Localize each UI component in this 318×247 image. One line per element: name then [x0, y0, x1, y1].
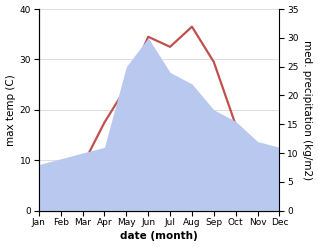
Y-axis label: max temp (C): max temp (C)	[5, 74, 16, 146]
X-axis label: date (month): date (month)	[120, 231, 198, 242]
Y-axis label: med. precipitation (kg/m2): med. precipitation (kg/m2)	[302, 40, 313, 180]
